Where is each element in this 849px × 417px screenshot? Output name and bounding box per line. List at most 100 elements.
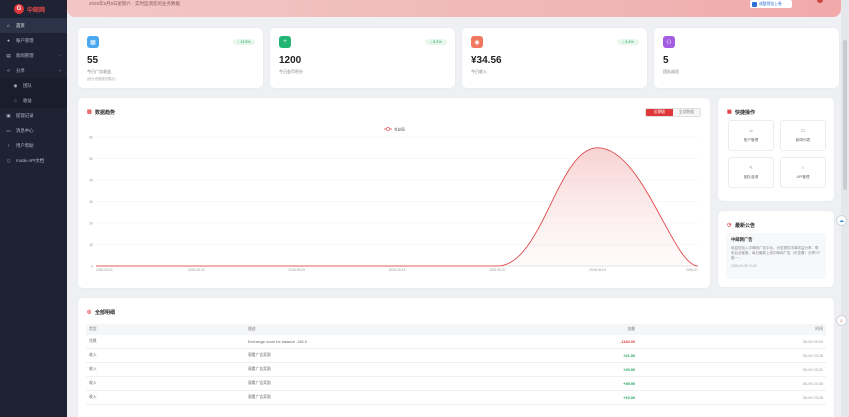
sidebar-item[interactable]: ▣ 提现记录 bbox=[0, 108, 67, 123]
y-tick-label: 50 bbox=[89, 157, 93, 161]
sidebar-item[interactable]: ▤ 新闻管理 › bbox=[0, 48, 67, 63]
sidebar-item-label: 首页 bbox=[16, 22, 25, 28]
cell-type: 收入 bbox=[89, 353, 97, 357]
trend-chart-card: ▨ 数据趋势 近期收 全部数据 60 50 40 30 20 10 0 2026-05-01 2… bbox=[78, 98, 710, 288]
notice-text: 欢迎您加入中邮网广告平台，为您提供丰厚收益分享，联系后台客服，每日最新上线中邮网… bbox=[731, 246, 821, 260]
toggle-all[interactable]: 全部数据 bbox=[673, 109, 700, 116]
cell-time: 05-09 23:28 bbox=[802, 381, 823, 386]
x-tick-label: 2026-05-09 bbox=[288, 268, 305, 272]
sidebar-item[interactable]: ♀ 用户帮助 bbox=[0, 138, 67, 153]
sidebar-item[interactable]: ▭ 消息中心 bbox=[0, 123, 67, 138]
quick-op-label: 账户管理 bbox=[743, 138, 759, 142]
sidebar-item-label: 团队 bbox=[23, 82, 32, 88]
sidebar-item[interactable]: ◉ 团队 bbox=[0, 78, 67, 93]
notice-item[interactable]: 中邮网广告 欢迎您加入中邮网广告平台，为您提供丰厚收益分享，联系后台客服，每日最… bbox=[726, 233, 826, 279]
cell-amount: -1184.00 bbox=[620, 339, 635, 344]
cell-time: 05-09 23:21 bbox=[802, 367, 823, 372]
cell-amount: +21.00 bbox=[623, 353, 635, 358]
share-icon: < bbox=[749, 165, 753, 171]
notice-head: 中邮网广告 bbox=[731, 237, 753, 242]
legend-label: 收益值 bbox=[394, 126, 405, 131]
share-icon: < bbox=[7, 68, 10, 73]
sidebar-item[interactable]: ⌂ 首页 bbox=[0, 18, 67, 33]
cell-type: 收入 bbox=[89, 381, 97, 385]
stat-label: 今日金币积分 bbox=[279, 69, 303, 74]
chart-title: ▨ 数据趋势 bbox=[87, 109, 116, 117]
y-tick-label: 0 bbox=[91, 265, 93, 269]
legend-marker bbox=[386, 127, 390, 131]
sidebar-item-label: 新闻管理 bbox=[16, 52, 34, 58]
cell-time: 05-09 09:03 bbox=[802, 339, 823, 344]
list-icon: ◎ bbox=[87, 309, 92, 315]
banner-button-label: 调整预览上卷 bbox=[759, 1, 782, 6]
quick-op-button[interactable]: ♁ API管理 bbox=[780, 157, 826, 188]
x-tick-label: 2026-05-01 bbox=[96, 268, 113, 272]
col-type: 类型 bbox=[89, 327, 97, 331]
quick-op-button[interactable]: ☺ 账户管理 bbox=[728, 120, 774, 151]
team-icon: ◉ bbox=[13, 83, 18, 88]
quick-op-button[interactable]: ▭ 新闻列表 bbox=[780, 120, 826, 151]
help-icon: ♀ bbox=[6, 143, 11, 148]
sidebar-item[interactable]: < 分享 ˅ bbox=[0, 63, 67, 78]
quick-op-button[interactable]: < 团队邀请 bbox=[728, 157, 774, 188]
message-icon: ▭ bbox=[6, 128, 11, 133]
scroll-thumb[interactable] bbox=[843, 40, 847, 190]
toggle-recent[interactable]: 近期收 bbox=[646, 109, 673, 116]
y-tick-label: 30 bbox=[89, 200, 93, 204]
x-tick-label: 2026-05-04 bbox=[188, 268, 205, 272]
avatar[interactable]: ☺ bbox=[836, 315, 847, 326]
sidebar-item[interactable]: ▯ mode.API文档 bbox=[0, 153, 67, 168]
cell-desc: 观看广告奖励 bbox=[248, 353, 271, 357]
y-tick-label: 40 bbox=[89, 179, 93, 183]
sidebar-item-label: mode.API文档 bbox=[16, 157, 45, 163]
table-header: 类型 描述 金额 时间 bbox=[86, 324, 826, 335]
sidebar-item-label: 收益 bbox=[23, 97, 32, 103]
table-row[interactable]: 收入 观看广告奖励 +20.00 05-09 23:21 bbox=[86, 363, 826, 377]
table-row[interactable]: 收入 观看广告奖励 +21.00 05-09 23:28 bbox=[86, 349, 826, 363]
cell-amount: +35.90 bbox=[623, 381, 635, 386]
sidebar-item-label: 账户管理 bbox=[16, 37, 34, 43]
qr-icon bbox=[752, 1, 757, 7]
sidebar-item-label: 分享 bbox=[16, 67, 25, 73]
x-tick-label: 2026-07 bbox=[686, 268, 698, 272]
stat-card: ⚇ 5 团队成员 bbox=[654, 28, 839, 88]
brand[interactable]: G 中邮网 bbox=[0, 0, 67, 18]
page-scrollbar[interactable] bbox=[841, 0, 849, 417]
stat-subtext: (统计依据我的展示) bbox=[87, 77, 116, 81]
banner-button[interactable]: 调整预览上卷 bbox=[750, 0, 792, 8]
top-banner: 2026年5月9日星期六 · 实时监测您的业务数据 调整预览上卷 bbox=[67, 0, 841, 17]
stat-card: ◉ ↑ 5.4% ¥34.56 今日收入 bbox=[462, 28, 647, 88]
trend-badge: ↑ 13.5% bbox=[233, 39, 255, 45]
cloud-icon[interactable]: ☁ bbox=[836, 215, 847, 226]
brand-name: 中邮网 bbox=[27, 7, 46, 14]
table-row[interactable]: 收入 观看广告奖励 +10.00 05-09 23:28 bbox=[86, 391, 826, 405]
cell-amount: +10.00 bbox=[623, 395, 635, 400]
withdraw-icon: ▣ bbox=[6, 113, 11, 118]
stat-value: 55 bbox=[87, 55, 99, 66]
chart-title-text: 数据趋势 bbox=[95, 110, 116, 116]
cell-time: 05-09 23:28 bbox=[802, 395, 823, 400]
stat-label: 团队成员 bbox=[663, 69, 679, 74]
stat-value: 1200 bbox=[279, 55, 302, 66]
plus-icon: + bbox=[279, 36, 291, 48]
sidebar-item-label: 用户帮助 bbox=[16, 142, 34, 148]
notice-title-text: 最新公告 bbox=[735, 223, 756, 229]
home-icon: ⌂ bbox=[7, 23, 10, 28]
cell-amount: +20.00 bbox=[623, 367, 635, 372]
cell-type: 收入 bbox=[89, 367, 97, 371]
sidebar-item[interactable]: ○ 收益 bbox=[0, 93, 67, 108]
quick-op-label: 团队邀请 bbox=[743, 175, 759, 179]
table-row[interactable]: 收入 观看广告奖励 +35.90 05-09 23:28 bbox=[86, 377, 826, 391]
notice-card: ◷ 最新公告 中邮网广告 欢迎您加入中邮网广告平台，为您提供丰厚收益分享，联系后… bbox=[718, 211, 834, 287]
table-row[interactable]: 兑换 Exchange score for balance -180.0 -1184… bbox=[86, 335, 826, 349]
table-body: 兑换 Exchange score for balance -180.0 -1184… bbox=[86, 335, 826, 405]
cell-type: 收入 bbox=[89, 395, 97, 399]
cell-desc: Exchange score for balance -180.0 bbox=[248, 339, 307, 344]
series-area bbox=[96, 147, 698, 266]
notification-dot[interactable] bbox=[817, 0, 823, 3]
sidebar-item-label: 消息中心 bbox=[16, 127, 34, 133]
sidebar-item[interactable]: ● 账户管理 bbox=[0, 33, 67, 48]
stat-value: ¥34.56 bbox=[471, 55, 502, 66]
trend-badge: ↑ 5.4% bbox=[617, 39, 639, 45]
